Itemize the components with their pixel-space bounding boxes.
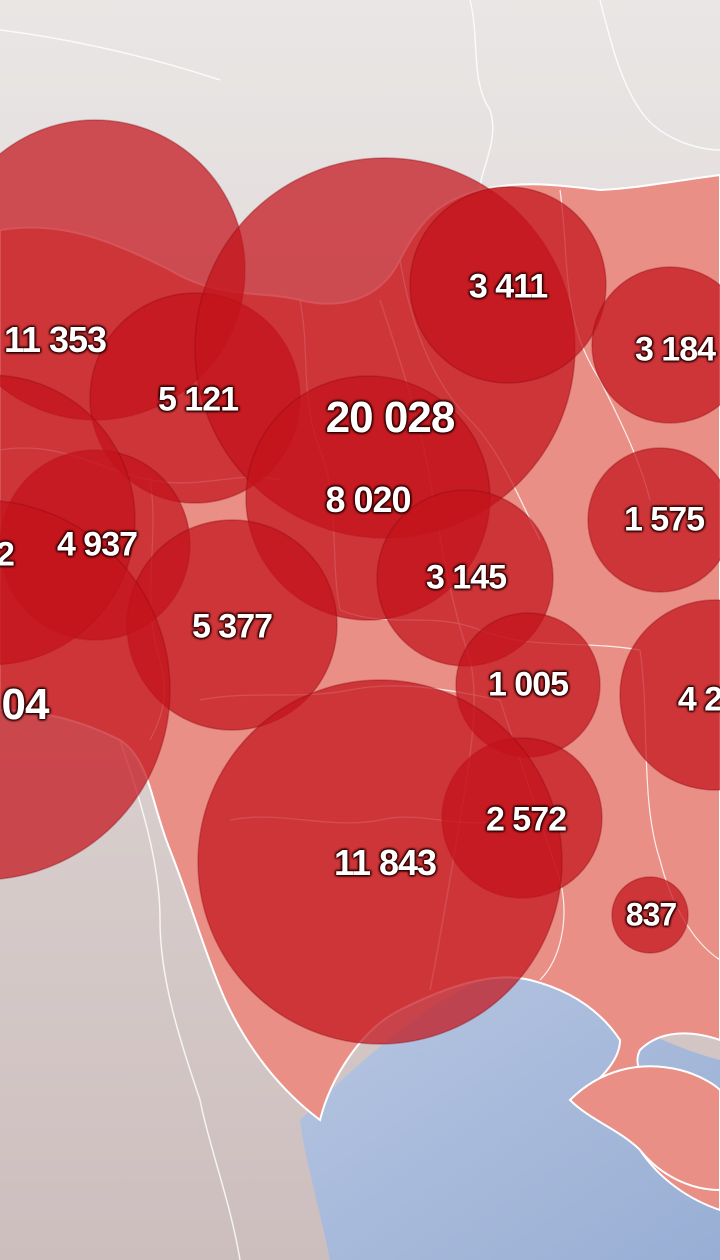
bubble-label-region-17: 837: [625, 896, 677, 933]
bubble-region-16: [197, 679, 563, 1045]
bubble-label-region-9: 3 145: [425, 558, 507, 597]
bubble-label-region-10: 1 575: [623, 500, 705, 539]
bubble-label-region-14: 4 2: [677, 680, 720, 719]
bubble-region-14: [619, 599, 720, 791]
bubble-label-region-4: 3 411: [468, 267, 548, 306]
bubble-label-region-11: 5 377: [191, 607, 273, 646]
bubble-label-region-1: 11 353: [3, 319, 107, 360]
bubble-region-13: [0, 500, 171, 880]
bubble-label-region-6: 8 020: [325, 479, 411, 520]
bubble-label-region-16: 11 843: [333, 842, 437, 883]
bubble-region-4: [409, 186, 607, 384]
black-sea: [300, 977, 720, 1260]
bubble-label-region-12: 1 005: [487, 665, 569, 704]
bubble-label-region-3: 20 028: [325, 393, 456, 442]
bubble-label-region-13: 04: [1, 680, 50, 729]
bubble-region-17: [611, 876, 689, 954]
bubble-region-5: [591, 266, 720, 424]
bubble-label-region-5: 3 184: [634, 330, 716, 369]
bubble-label-region-7: 4 937: [56, 525, 138, 564]
bubble-label-region-2: 5 121: [157, 380, 239, 419]
bubble-label-region-8: 2: [0, 535, 15, 574]
peninsula: [568, 1065, 720, 1192]
bubble-label-region-15: 2 572: [485, 800, 567, 839]
bubble-region-10: [587, 447, 720, 593]
data-bubbles: [0, 119, 720, 1045]
